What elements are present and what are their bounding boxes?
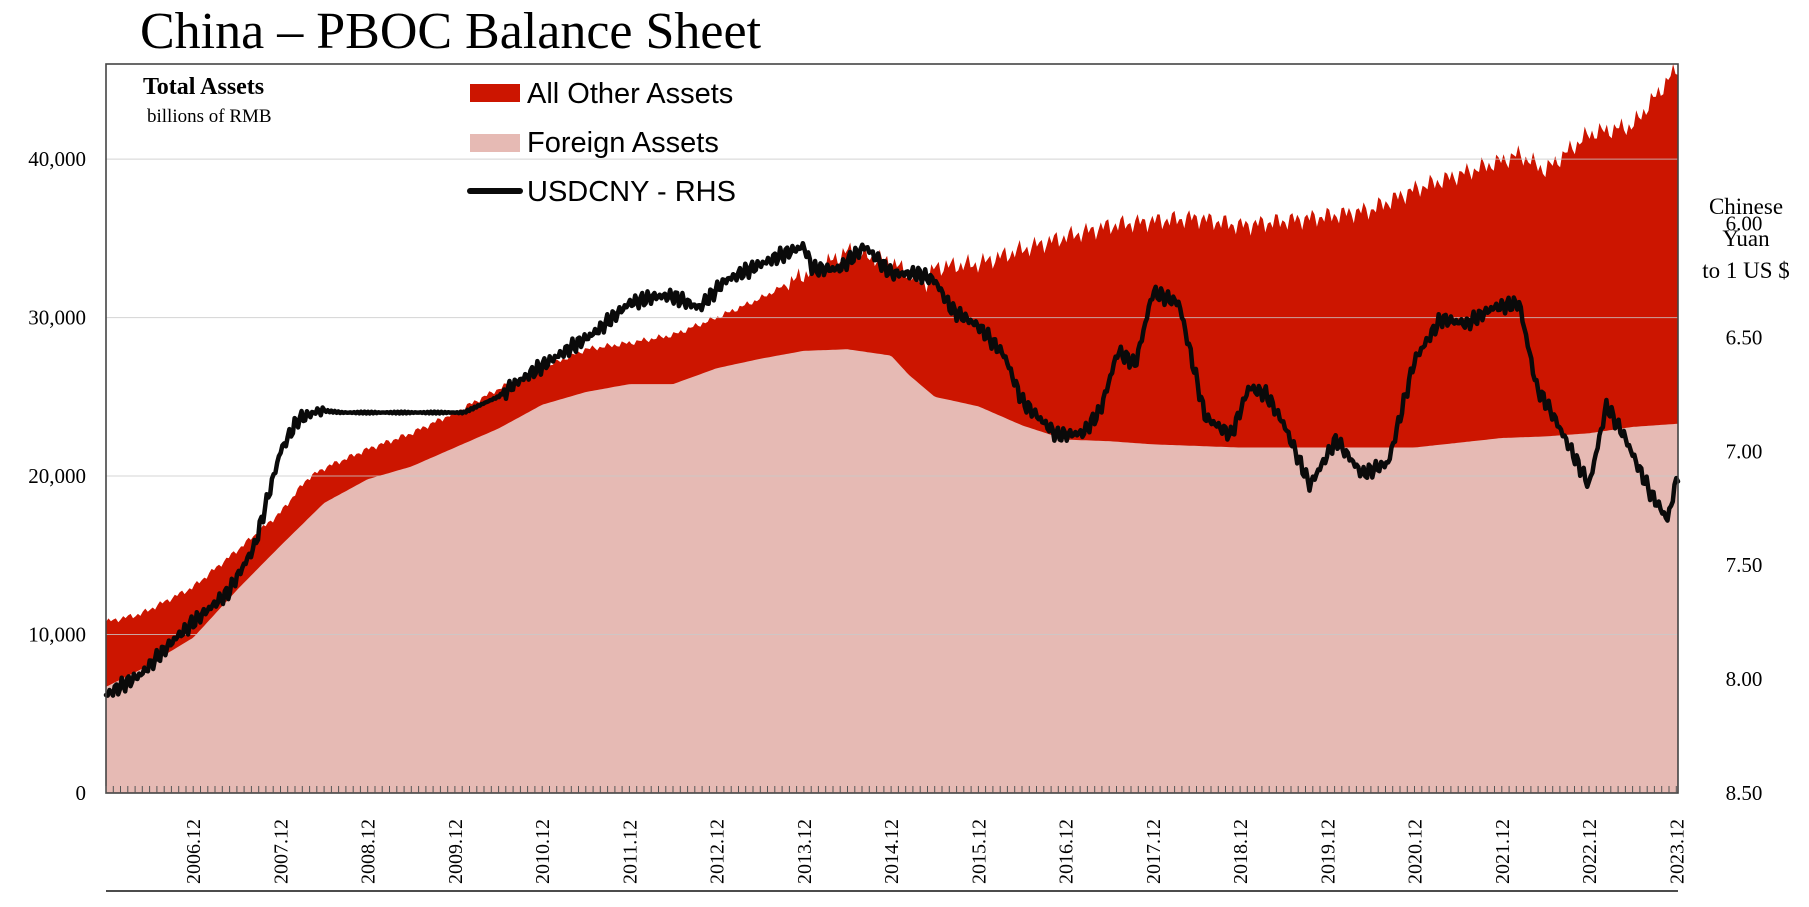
chart-title: China – PBOC Balance Sheet: [140, 3, 762, 60]
x-tick-label: 2009.12: [445, 819, 467, 884]
x-tick-label: 2016.12: [1056, 819, 1078, 884]
left-tick-label: 30,000: [28, 306, 86, 330]
right-tick-label: 8.00: [1726, 667, 1763, 691]
x-tick-label: 2021.12: [1492, 819, 1514, 884]
x-tick-label: 2022.12: [1579, 819, 1601, 884]
plot-areas: [106, 64, 1678, 793]
x-minor-ticks: [105, 786, 1677, 793]
minor-tick-marks: [105, 786, 1677, 793]
left-tick-label: 40,000: [28, 147, 86, 171]
x-tick-label: 2006.12: [183, 819, 205, 884]
right-axis-title-line-3: to 1 US $: [1702, 258, 1790, 283]
left-axis-subtitle: billions of RMB: [147, 106, 272, 127]
x-tick-label: 2011.12: [619, 820, 641, 884]
right-tick-label: 6.00: [1726, 211, 1763, 235]
x-tick-label: 2008.12: [358, 819, 380, 884]
right-tick-label: 7.00: [1726, 439, 1763, 463]
plot-frame: [105, 63, 1679, 794]
legend-label-usdcny: USDCNY - RHS: [527, 176, 736, 208]
x-tick-label: 2010.12: [532, 819, 554, 884]
x-tick-label: 2013.12: [794, 819, 816, 884]
right-tick-label: 6.50: [1726, 325, 1763, 349]
left-tick-label: 20,000: [28, 464, 86, 488]
legend-swatch-foreign-assets: [470, 134, 520, 152]
right-tick-label: 7.50: [1726, 553, 1763, 577]
right-axis-tick-labels: 6.00 6.50 7.00 7.50 8.00 8.50: [1726, 211, 1763, 805]
right-axis-title-line-1: Chinese: [1709, 194, 1783, 219]
legend: All Other Assets Foreign Assets USDCNY -…: [467, 78, 736, 208]
x-tick-label: 2012.12: [707, 819, 729, 884]
x-tick-label: 2015.12: [968, 819, 990, 884]
right-tick-label: 8.50: [1726, 781, 1763, 805]
gridlines: [106, 158, 1678, 636]
legend-swatch-all-other-assets: [470, 84, 520, 102]
legend-label-foreign-assets: Foreign Assets: [527, 127, 719, 159]
foreign-assets-area: [106, 349, 1678, 793]
x-tick-label: 2020.12: [1405, 819, 1427, 884]
legend-label-all-other-assets: All Other Assets: [527, 78, 733, 110]
x-tick-label: 2019.12: [1317, 819, 1339, 884]
right-axis-title-line-2: Yuan: [1722, 226, 1770, 251]
x-tick-label: 2023.12: [1666, 819, 1688, 884]
right-axis-title: Chinese Yuan to 1 US $: [1702, 194, 1790, 283]
x-axis-tick-labels: 2006.12 2007.12 2008.12 2009.12 2010.12 2011.…: [183, 819, 1688, 884]
left-axis-title: Total Assets: [143, 74, 264, 100]
x-tick-label: 2014.12: [881, 819, 903, 884]
x-tick-label: 2007.12: [270, 819, 292, 884]
left-tick-label: 10,000: [28, 623, 86, 647]
left-axis-tick-labels: 0 10,000 20,000 30,000 40,000: [28, 147, 86, 805]
usdcny-line: [103, 240, 1681, 698]
x-tick-label: 2018.12: [1230, 819, 1252, 884]
x-tick-label: 2017.12: [1143, 819, 1165, 884]
left-tick-label: 0: [76, 781, 87, 805]
